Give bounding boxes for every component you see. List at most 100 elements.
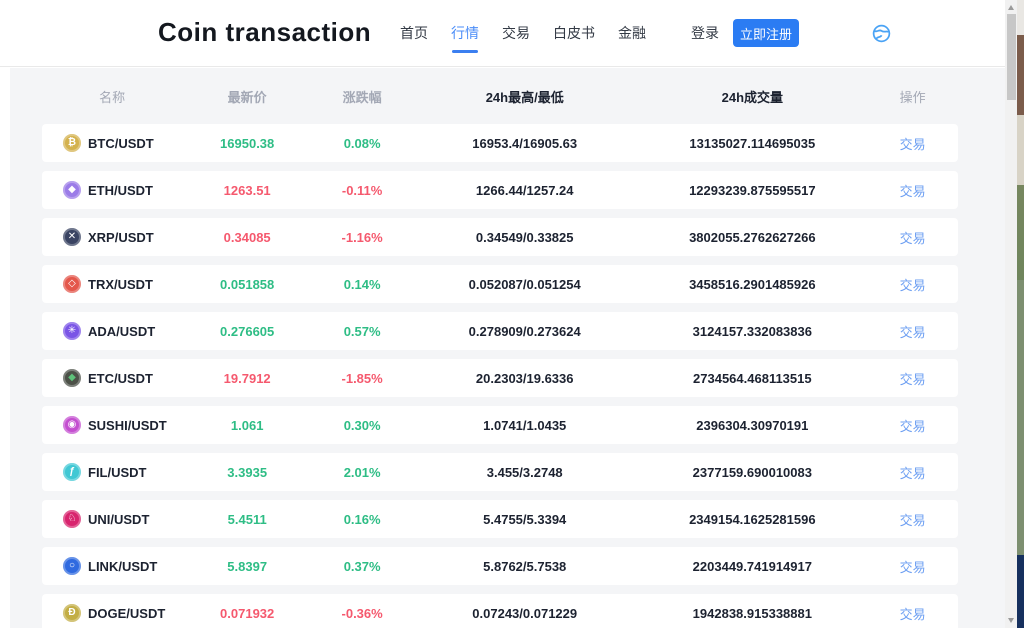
table-row: Đ DOGE/USDT 0.071932 -0.36% 0.07243/0.07… bbox=[42, 594, 958, 632]
globe-icon[interactable] bbox=[871, 23, 892, 44]
high-low: 1.0741/1.0435 bbox=[483, 417, 567, 433]
table-row: ♘ UNI/USDT 5.4511 0.16% 5.4755/5.3394 23… bbox=[42, 500, 958, 538]
uni-icon: ♘ bbox=[63, 510, 81, 528]
table-row: ✕ XRP/USDT 0.34085 -1.16% 0.34549/0.3382… bbox=[42, 218, 958, 256]
pair-label: ETH/USDT bbox=[88, 182, 153, 198]
latest-price: 1.061 bbox=[230, 417, 264, 433]
latest-price: 5.8397 bbox=[227, 558, 268, 574]
high-low: 5.4755/5.3394 bbox=[483, 511, 567, 527]
pair-label: TRX/USDT bbox=[88, 276, 153, 292]
high-low: 0.278909/0.273624 bbox=[468, 323, 581, 339]
volume: 2396304.30970191 bbox=[696, 417, 809, 433]
volume: 3458516.2901485926 bbox=[689, 276, 816, 292]
nav-item-4[interactable]: 金融 bbox=[618, 25, 646, 41]
pair-label: BTC/USDT bbox=[88, 135, 154, 151]
trade-link[interactable]: 交易 bbox=[899, 371, 926, 387]
change-percent: 0.16% bbox=[343, 511, 381, 527]
ada-icon: ✳ bbox=[63, 322, 81, 340]
site-title: Coin transaction bbox=[158, 17, 372, 47]
table-body: ₿ BTC/USDT 16950.38 0.08% 16953.4/16905.… bbox=[10, 124, 1005, 632]
latest-price: 0.071932 bbox=[220, 605, 275, 621]
column-change: 涨跌幅 bbox=[342, 89, 382, 105]
latest-price: 0.051858 bbox=[220, 276, 275, 292]
change-percent: -0.36% bbox=[341, 605, 383, 621]
trade-link[interactable]: 交易 bbox=[899, 512, 926, 528]
table-row: ƒ FIL/USDT 3.3935 2.01% 3.455/3.2748 237… bbox=[42, 453, 958, 491]
volume: 3802055.2762627266 bbox=[689, 229, 816, 245]
table-row: ◆ ETH/USDT 1263.51 -0.11% 1266.44/1257.2… bbox=[42, 171, 958, 209]
column-action: 操作 bbox=[899, 89, 926, 105]
volume: 1942838.915338881 bbox=[692, 605, 812, 621]
pair-label: XRP/USDT bbox=[88, 229, 154, 245]
trade-link[interactable]: 交易 bbox=[899, 277, 926, 293]
latest-price: 3.3935 bbox=[227, 464, 268, 480]
fil-icon: ƒ bbox=[63, 463, 81, 481]
trade-link[interactable]: 交易 bbox=[899, 606, 926, 622]
pair-label: ADA/USDT bbox=[88, 323, 156, 339]
change-percent: -1.85% bbox=[341, 370, 383, 386]
trade-link[interactable]: 交易 bbox=[899, 465, 926, 481]
trade-link[interactable]: 交易 bbox=[899, 418, 926, 434]
vertical-scrollbar[interactable] bbox=[1005, 0, 1017, 628]
high-low: 0.34549/0.33825 bbox=[475, 229, 574, 245]
column-highlow: 24h最高/最低 bbox=[485, 89, 564, 105]
change-percent: 0.30% bbox=[343, 417, 381, 433]
high-low: 0.07243/0.071229 bbox=[472, 605, 578, 621]
change-percent: -0.11% bbox=[341, 182, 383, 198]
pair-label: DOGE/USDT bbox=[88, 605, 166, 621]
market-panel: 名称 最新价 涨跌幅 24h最高/最低 24h成交量 操作 ₿ BTC/USDT… bbox=[10, 68, 1005, 632]
change-percent: 0.37% bbox=[343, 558, 381, 574]
volume: 2377159.690010083 bbox=[692, 464, 812, 480]
btc-icon: ₿ bbox=[63, 134, 81, 152]
pair-label: UNI/USDT bbox=[88, 511, 150, 527]
high-low: 0.052087/0.051254 bbox=[468, 276, 581, 292]
nav-item-3[interactable]: 白皮书 bbox=[553, 25, 595, 41]
table-row: ◆ ETC/USDT 19.7912 -1.85% 20.2303/19.633… bbox=[42, 359, 958, 397]
high-low: 20.2303/19.6336 bbox=[475, 370, 574, 386]
table-row: ○ LINK/USDT 5.8397 0.37% 5.8762/5.7538 2… bbox=[42, 547, 958, 585]
volume: 2349154.1625281596 bbox=[689, 511, 816, 527]
trade-link[interactable]: 交易 bbox=[899, 230, 926, 246]
pair-label: FIL/USDT bbox=[88, 464, 147, 480]
scrollbar-down-arrow[interactable] bbox=[1008, 618, 1014, 623]
trade-link[interactable]: 交易 bbox=[899, 324, 926, 340]
latest-price: 16950.38 bbox=[220, 135, 275, 151]
change-percent: 0.08% bbox=[343, 135, 381, 151]
latest-price: 0.34085 bbox=[223, 229, 271, 245]
doge-icon: Đ bbox=[63, 604, 81, 622]
change-percent: 0.57% bbox=[343, 323, 381, 339]
table-row: ◉ SUSHI/USDT 1.061 0.30% 1.0741/1.0435 2… bbox=[42, 406, 958, 444]
nav-item-0[interactable]: 首页 bbox=[400, 25, 428, 41]
volume: 2203449.741914917 bbox=[692, 558, 812, 574]
scrollbar-up-arrow[interactable] bbox=[1008, 5, 1014, 10]
nav-item-1[interactable]: 行情 bbox=[447, 0, 483, 66]
high-low: 1266.44/1257.24 bbox=[475, 182, 574, 198]
table-header: 名称 最新价 涨跌幅 24h最高/最低 24h成交量 操作 bbox=[42, 68, 958, 124]
high-low: 3.455/3.2748 bbox=[486, 464, 563, 480]
main-nav: 首页 行情 交易 白皮书 金融 登录 立即注册 bbox=[396, 0, 892, 66]
trade-link[interactable]: 交易 bbox=[899, 559, 926, 575]
link-icon: ○ bbox=[63, 557, 81, 575]
pair-label: SUSHI/USDT bbox=[88, 417, 167, 433]
table-row: ₿ BTC/USDT 16950.38 0.08% 16953.4/16905.… bbox=[42, 124, 958, 162]
change-percent: 0.14% bbox=[343, 276, 381, 292]
column-price: 最新价 bbox=[227, 89, 267, 105]
scrollbar-thumb[interactable] bbox=[1006, 14, 1016, 100]
trade-link[interactable]: 交易 bbox=[899, 136, 926, 152]
eth-icon: ◆ bbox=[63, 181, 81, 199]
change-percent: -1.16% bbox=[341, 229, 383, 245]
volume: 2734564.468113515 bbox=[693, 370, 812, 386]
high-low: 5.8762/5.7538 bbox=[483, 558, 567, 574]
latest-price: 0.276605 bbox=[220, 323, 275, 339]
volume: 12293239.875595517 bbox=[689, 182, 816, 198]
trx-icon: ◇ bbox=[63, 275, 81, 293]
register-button[interactable]: 立即注册 bbox=[733, 19, 799, 47]
nav-item-2[interactable]: 交易 bbox=[502, 25, 530, 41]
trade-link[interactable]: 交易 bbox=[899, 183, 926, 199]
column-volume: 24h成交量 bbox=[721, 89, 784, 105]
xrp-icon: ✕ bbox=[63, 228, 81, 246]
login-link[interactable]: 登录 bbox=[691, 25, 719, 41]
volume: 3124157.332083836 bbox=[692, 323, 812, 339]
change-percent: 2.01% bbox=[343, 464, 381, 480]
desktop-background-sliver bbox=[1017, 0, 1024, 628]
